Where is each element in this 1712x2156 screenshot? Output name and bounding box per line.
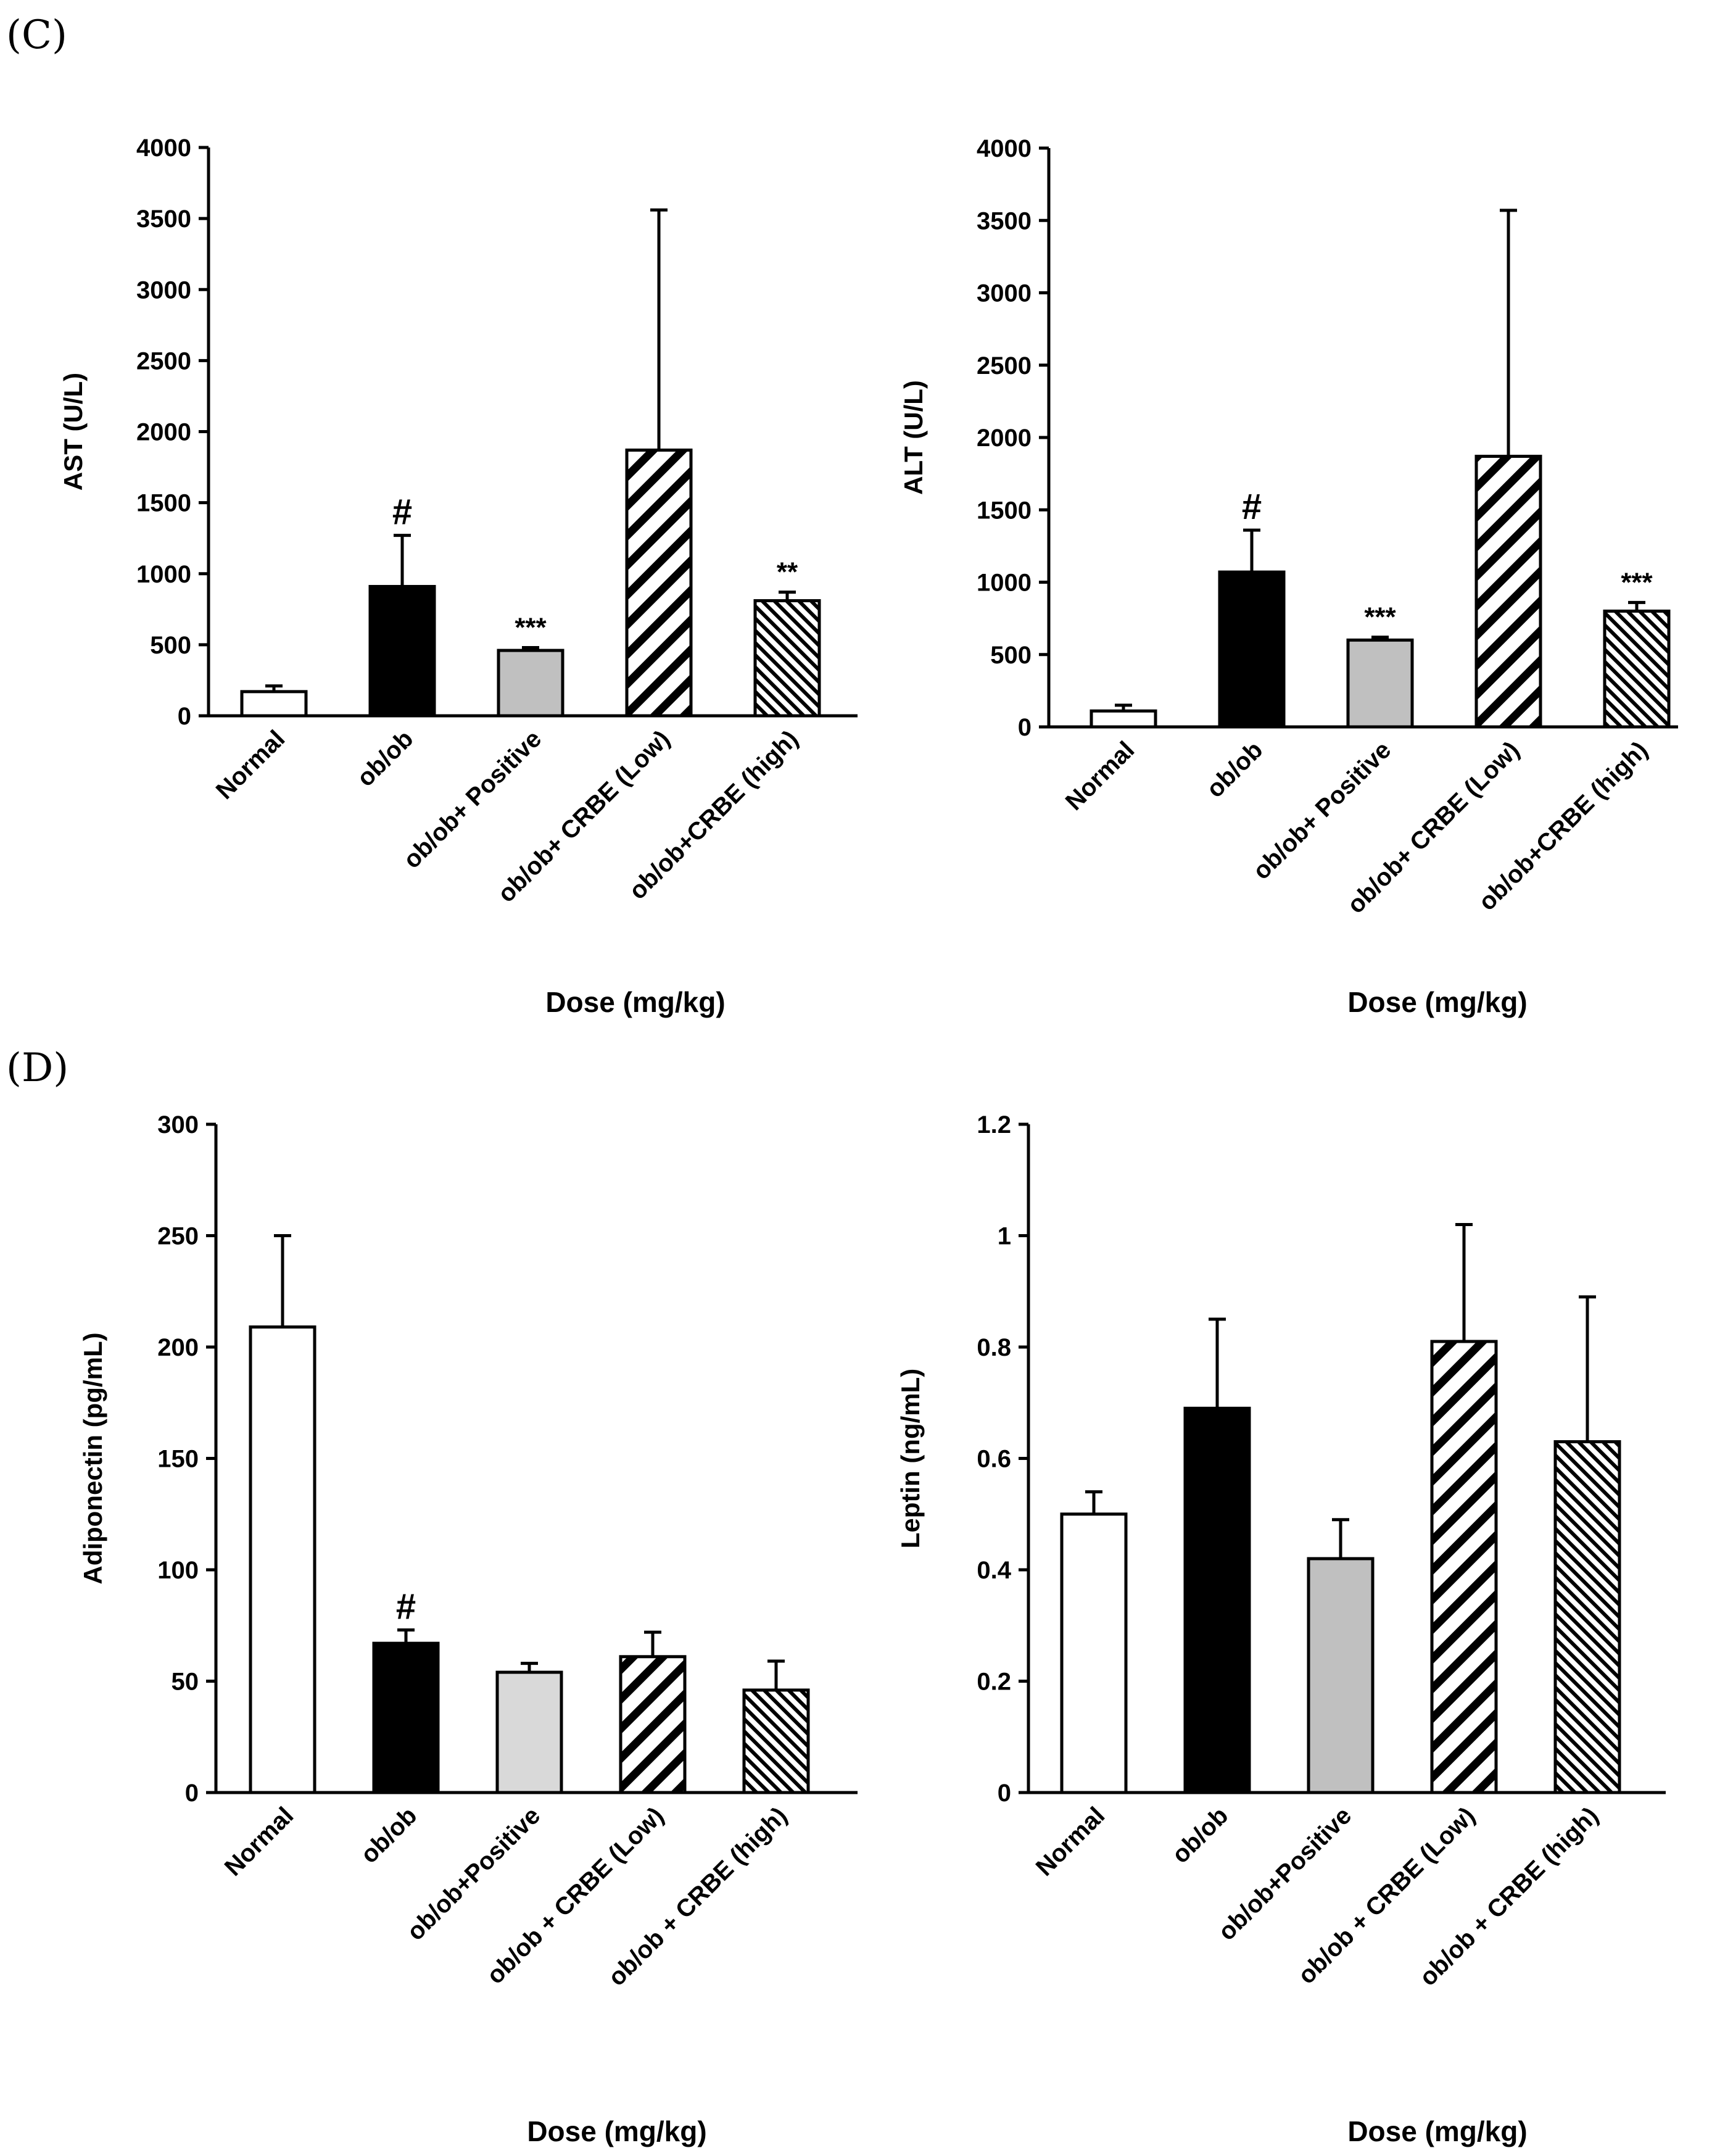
y-tick-label: 0.6 xyxy=(977,1446,1011,1473)
y-axis-label: AST (U/L) xyxy=(59,373,88,491)
x-axis-label: Dose (mg/kg) xyxy=(1347,2115,1527,2147)
x-category-label: Normal xyxy=(1061,736,1140,816)
y-tick-label: 300 xyxy=(157,1111,199,1138)
y-tick-label: 4000 xyxy=(136,135,191,162)
x-category-label: ob/ob xyxy=(1167,1802,1233,1868)
significance-label: ** xyxy=(777,557,798,587)
y-tick-label: 1.2 xyxy=(977,1111,1011,1138)
bar xyxy=(495,1670,563,1794)
y-tick-label: 0.8 xyxy=(977,1334,1011,1361)
y-tick-label: 3500 xyxy=(136,205,191,233)
y-axis-label: ALT (U/L) xyxy=(899,380,928,495)
bar xyxy=(1307,1557,1375,1794)
y-tick-label: 0 xyxy=(185,1780,199,1807)
x-axis-label: Dose (mg/kg) xyxy=(527,2115,706,2147)
y-tick-label: 2500 xyxy=(136,347,191,375)
leptin-chart: 0 0.2 0.4 0.6 0.8 1 1.2 Leptin (ng/mL) Normal ob/… xyxy=(896,1111,1666,2147)
y-tick-label: 2500 xyxy=(977,352,1032,379)
y-tick-label: 500 xyxy=(150,632,191,659)
bar xyxy=(753,599,821,718)
y-axis-label: Leptin (ng/mL) xyxy=(896,1369,925,1549)
y-tick-label: 100 xyxy=(157,1557,199,1584)
x-category-label: ob/ob+ Positive xyxy=(1247,736,1396,885)
significance-label: # xyxy=(396,1586,416,1627)
y-tick-label: 50 xyxy=(172,1669,199,1696)
bar xyxy=(1603,609,1671,729)
y-tick-label: 2000 xyxy=(977,425,1032,452)
x-category-label: Normal xyxy=(1031,1802,1110,1881)
y-tick-label: 200 xyxy=(157,1334,199,1361)
bar xyxy=(1218,570,1286,729)
alt-chart: 0 500 1000 1500 2000 2500 3000 3500 4000 ALT (U/L… xyxy=(899,135,1678,1018)
x-category-label: Normal xyxy=(220,1802,299,1881)
bar xyxy=(368,584,436,718)
x-category-label: ob/ob+ Positive xyxy=(398,725,547,874)
x-category-label: ob/ob xyxy=(355,1802,422,1868)
bar xyxy=(742,1688,810,1794)
y-tick-label: 3000 xyxy=(977,280,1032,307)
bar xyxy=(625,448,693,718)
y-tick-label: 1000 xyxy=(977,570,1032,597)
x-axis-label: Dose (mg/kg) xyxy=(1347,986,1527,1018)
panel-label-c: (C) xyxy=(6,12,67,58)
y-tick-label: 500 xyxy=(990,642,1032,669)
y-tick-label: 0.2 xyxy=(977,1669,1011,1696)
ast-chart: 0 500 1000 1500 2000 2500 3000 3500 4000 AST (U/L… xyxy=(59,135,858,1018)
significance-label: *** xyxy=(1364,602,1396,632)
x-category-label: ob/ob+Positive xyxy=(1213,1802,1357,1946)
y-tick-label: 250 xyxy=(157,1223,199,1250)
bar xyxy=(1346,638,1414,729)
y-tick-label: 1000 xyxy=(136,561,191,588)
y-axis-label: Adiponectin (pg/mL) xyxy=(78,1332,107,1584)
y-tick-label: 1500 xyxy=(977,497,1032,524)
significance-label: # xyxy=(1242,487,1262,527)
bar xyxy=(249,1325,316,1794)
y-tick-label: 3000 xyxy=(136,276,191,304)
bar xyxy=(1553,1440,1621,1794)
significance-label: *** xyxy=(1621,567,1653,597)
x-category-label: ob/ob+Positive xyxy=(402,1802,545,1946)
y-tick-label: 0 xyxy=(998,1780,1011,1807)
y-tick-label: 1 xyxy=(998,1223,1011,1250)
y-tick-label: 0 xyxy=(178,703,191,730)
adiponectin-chart: 0 50 100 150 200 250 300 Adiponectin (pg/mL) Nor… xyxy=(78,1111,858,2147)
bar xyxy=(1474,454,1542,729)
bar xyxy=(497,649,564,718)
bar xyxy=(1183,1406,1251,1794)
y-tick-label: 2000 xyxy=(136,419,191,446)
significance-label: # xyxy=(392,492,412,533)
y-tick-label: 1500 xyxy=(136,490,191,517)
bar xyxy=(1090,709,1157,729)
panel-label-d: (D) xyxy=(6,1045,68,1091)
y-tick-label: 0.4 xyxy=(977,1557,1011,1584)
bar xyxy=(1430,1340,1498,1794)
x-category-label: Normal xyxy=(211,725,291,805)
significance-label: *** xyxy=(515,612,547,642)
bar xyxy=(372,1641,440,1794)
bar xyxy=(619,1655,687,1794)
y-tick-label: 3500 xyxy=(977,207,1032,234)
bar xyxy=(240,690,308,718)
y-tick-label: 4000 xyxy=(977,135,1032,162)
y-tick-label: 150 xyxy=(157,1446,199,1473)
x-category-label: ob/ob xyxy=(352,725,418,792)
y-tick-label: 0 xyxy=(1018,714,1032,741)
x-axis-label: Dose (mg/kg) xyxy=(545,986,725,1018)
x-category-label: ob/ob xyxy=(1201,736,1268,803)
bar xyxy=(1060,1512,1128,1794)
